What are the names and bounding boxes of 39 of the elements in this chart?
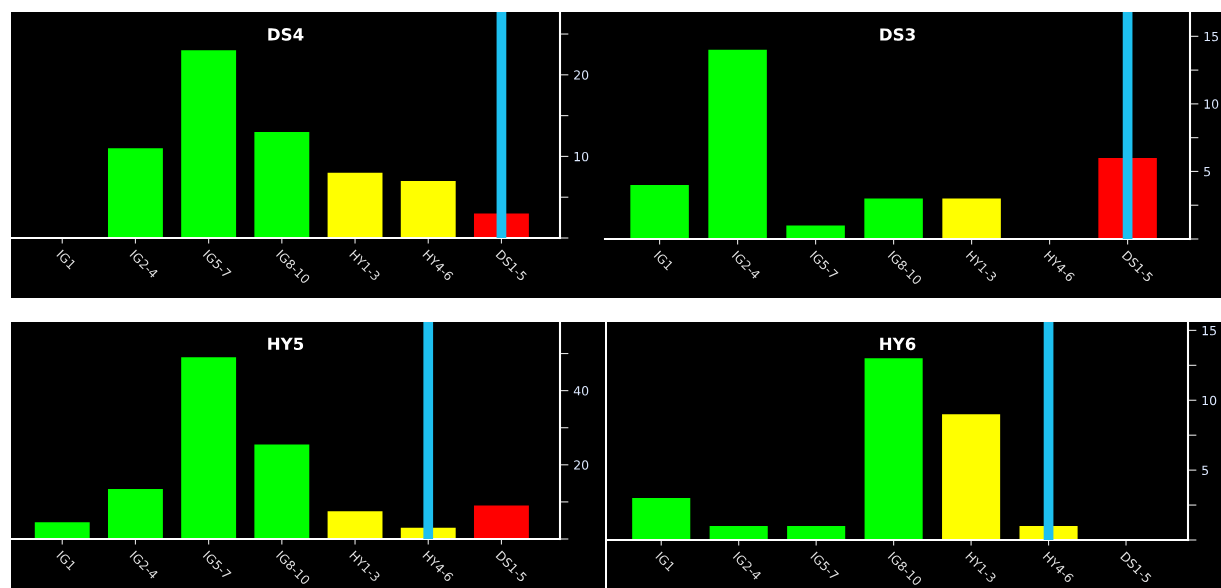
- bar: [864, 198, 923, 239]
- bar: [630, 184, 689, 239]
- text: HY5: [268, 337, 304, 351]
- bar: [400, 180, 456, 238]
- y-tick-label: 20: [574, 460, 589, 470]
- y-tick-label: 5: [1204, 167, 1211, 177]
- y-tick-label: 15: [1204, 31, 1219, 42]
- x-tick-label: IG1: [56, 550, 77, 571]
- bar: [107, 148, 163, 238]
- bar: [473, 505, 529, 539]
- bar: [864, 358, 923, 540]
- bar: [786, 225, 845, 239]
- bar: [942, 198, 1001, 239]
- text: DS3: [880, 28, 915, 41]
- text: DS4: [268, 28, 304, 41]
- text: HY6: [880, 337, 916, 351]
- x-tick-label: IG1: [56, 249, 77, 270]
- bar: [181, 50, 237, 238]
- y-tick-label: 10: [574, 151, 589, 162]
- y-tick-label: 10: [1202, 395, 1217, 406]
- bar: [327, 511, 383, 539]
- y-tick-label: 5: [1202, 465, 1209, 476]
- bar: [181, 357, 237, 539]
- bar: [632, 498, 691, 540]
- bar: [708, 49, 767, 239]
- bar: [34, 522, 90, 539]
- y-tick-label: 20: [574, 70, 589, 80]
- y-tick-label: 40: [573, 386, 589, 396]
- bar: [327, 172, 383, 238]
- y-tick-label: 10: [1204, 99, 1219, 109]
- bar: [254, 444, 310, 539]
- bar: [254, 131, 310, 238]
- bar: [787, 526, 846, 540]
- x-tick-label: IG1: [655, 551, 676, 572]
- bar: [709, 526, 768, 540]
- x-tick-label: IG1: [653, 250, 674, 271]
- y-tick-label: 15: [1202, 326, 1217, 336]
- bar: [942, 414, 1001, 540]
- bar: [107, 488, 163, 539]
